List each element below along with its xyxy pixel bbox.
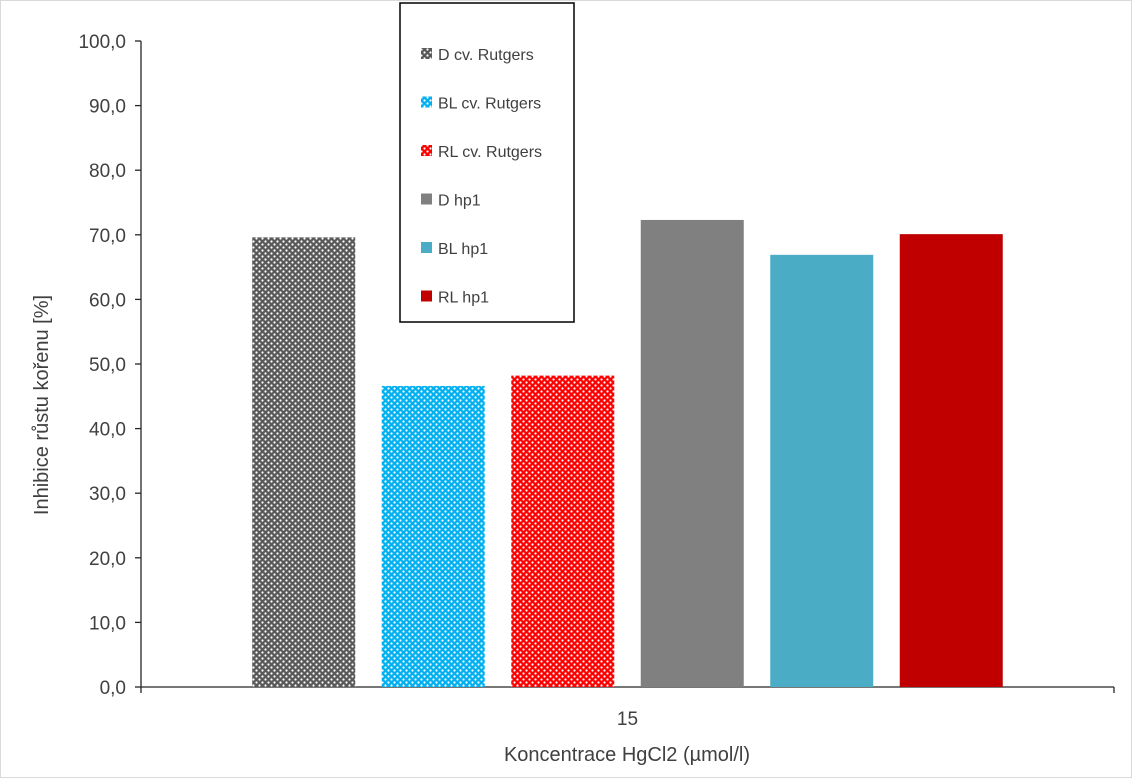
x-axis-title: Koncentrace HgCl2 (µmol/l) — [504, 744, 750, 766]
legend-swatch — [421, 145, 432, 156]
x-tick-label: 15 — [617, 709, 638, 730]
bar-d-cv-rutgers — [252, 237, 356, 687]
legend-swatch — [421, 242, 432, 253]
legend-swatch — [421, 290, 432, 302]
y-tick-label: 70,0 — [89, 226, 126, 247]
legend-label: BL hp1 — [438, 241, 488, 258]
bar-bl-hp1 — [770, 254, 874, 688]
legend-label: D cv. Rutgers — [438, 47, 534, 64]
y-tick-label: 30,0 — [89, 484, 126, 505]
y-tick-label: 50,0 — [89, 355, 126, 376]
y-axis-title: Inhibice růstu kořenu [%] — [31, 295, 53, 515]
legend-label: BL cv. Rutgers — [438, 96, 541, 113]
y-tick-label: 40,0 — [89, 420, 126, 441]
y-tick-label: 80,0 — [89, 161, 126, 182]
bar-rl-cv-rutgers — [511, 375, 615, 687]
y-axis: 0,0 10,0 20,0 30,0 40,0 50,0 60,0 70,0 80,0 90,0 1… — [78, 32, 142, 699]
y-tick-label: 100,0 — [78, 32, 126, 53]
legend-label: D hp1 — [438, 193, 481, 210]
legend-swatch — [421, 193, 432, 205]
x-axis: 15 — [140, 686, 1115, 730]
y-tick-label: 10,0 — [89, 613, 126, 634]
y-tick-label: 60,0 — [89, 290, 126, 311]
bar-bl-cv-rutgers — [381, 385, 485, 687]
legend: D cv. Rutgers BL cv. Rutgers RL cv. Rutger… — [399, 2, 575, 323]
legend-swatch — [421, 96, 432, 108]
y-tick-label: 20,0 — [89, 549, 126, 570]
y-tick-label: 90,0 — [89, 97, 126, 118]
bar-d-hp1 — [640, 219, 744, 687]
legend-swatch — [421, 48, 432, 59]
bars — [252, 219, 1003, 688]
legend-label: RL cv. Rutgers — [438, 144, 542, 161]
y-tick-label: 0,0 — [100, 678, 126, 699]
legend-label: RL hp1 — [438, 290, 489, 307]
bar-rl-hp1 — [899, 234, 1003, 688]
